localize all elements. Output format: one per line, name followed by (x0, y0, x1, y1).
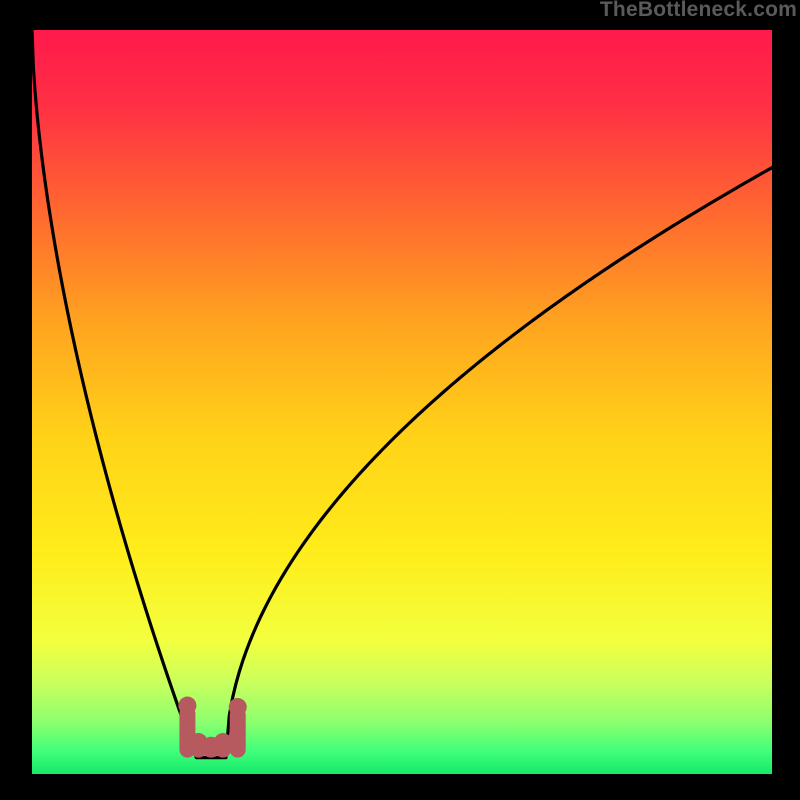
watermark-text: TheBottleneck.com (600, 0, 797, 22)
plot-area (32, 30, 772, 774)
chart-svg (32, 30, 772, 774)
chart-frame: TheBottleneck.com (0, 0, 800, 800)
